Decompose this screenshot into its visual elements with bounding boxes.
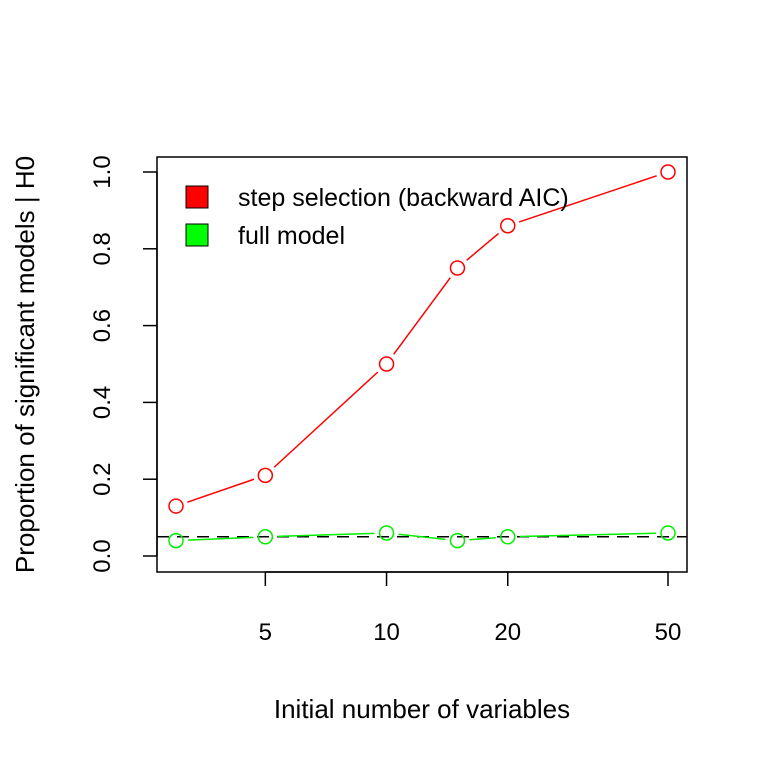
- x-axis-title: Initial number of variables: [274, 694, 570, 724]
- series-2-segment: [187, 536, 254, 541]
- series-2-point: [257, 529, 274, 545]
- series-2-point: [168, 532, 184, 549]
- series-1-point: [378, 356, 395, 372]
- series-1-segment: [393, 277, 451, 355]
- series-2-segment: [398, 533, 446, 541]
- series-1-segment: [187, 478, 255, 503]
- series-1-point: [257, 467, 274, 484]
- series-2-point: [500, 529, 516, 545]
- y-tick-label: 0.8: [89, 232, 116, 265]
- x-tick-label: 5: [259, 619, 272, 646]
- series-1-point: [168, 498, 184, 514]
- series-2-point: [378, 525, 395, 541]
- series-1-segment: [518, 175, 657, 223]
- y-tick-label: 1.0: [89, 155, 116, 188]
- series-2-segment: [277, 532, 375, 538]
- y-tick-label: 0.2: [89, 463, 116, 496]
- series-1-point: [660, 164, 676, 180]
- series-1-segment: [273, 371, 379, 468]
- series-2-point: [449, 532, 466, 549]
- y-axis-title: Proportion of significant models | H0: [10, 156, 40, 573]
- legend-label-step: step selection (backward AIC): [238, 184, 569, 212]
- x-tick-label: 50: [655, 619, 682, 646]
- legend-swatch-step: [185, 185, 209, 209]
- series-2-point: [660, 525, 676, 541]
- series-1-point: [449, 260, 466, 276]
- series-2: [168, 525, 676, 549]
- legend: step selection (backward AIC) full model: [185, 184, 569, 250]
- series-1-point: [500, 218, 516, 234]
- x-tick-label: 20: [494, 619, 521, 646]
- y-tick-label: 0.6: [89, 309, 116, 342]
- series-2-segment: [469, 536, 496, 541]
- series-1-segment: [466, 232, 500, 261]
- y-tick-label: 0.4: [89, 386, 116, 419]
- plot-frame: [156, 156, 688, 573]
- legend-label-full: full model: [238, 222, 345, 250]
- x-tick-label: 10: [373, 619, 400, 646]
- y-tick-label: 0.0: [89, 539, 116, 572]
- series-2-segment: [519, 532, 657, 538]
- series-1: [168, 164, 676, 514]
- legend-swatch-full: [185, 223, 209, 247]
